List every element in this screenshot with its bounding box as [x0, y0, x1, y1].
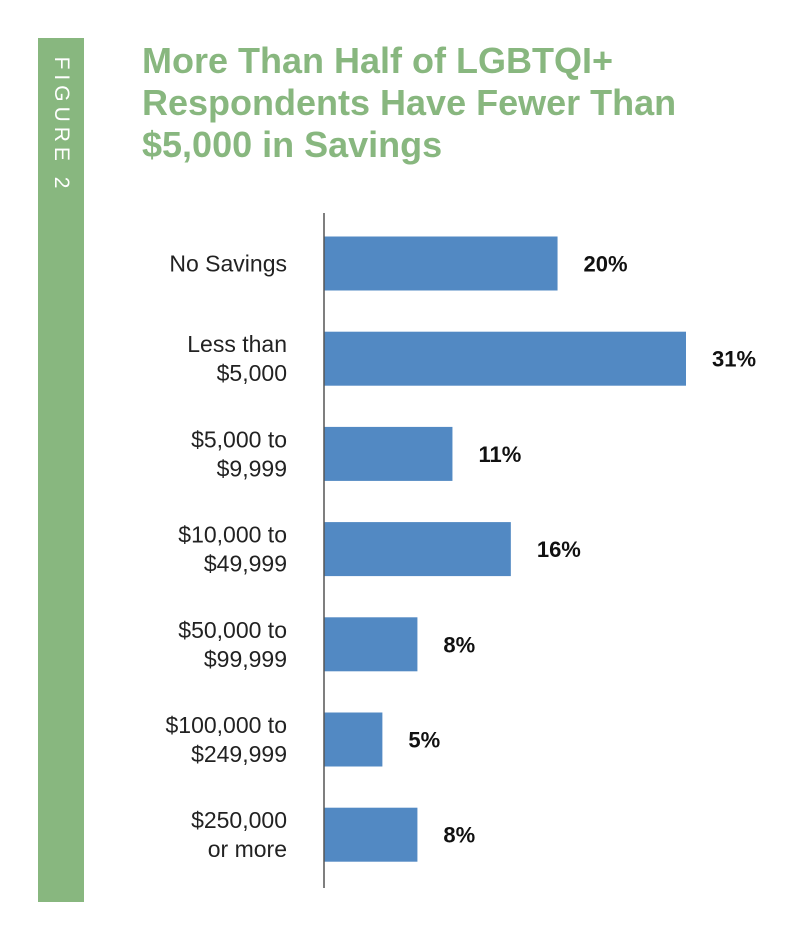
value-label: 8%: [443, 823, 475, 848]
category-label: $10,000 to: [178, 522, 287, 548]
value-label: 11%: [478, 442, 521, 467]
value-label: 31%: [712, 347, 756, 372]
bar: [324, 712, 383, 767]
chart-title-line: Respondents Have Fewer Than: [142, 82, 677, 123]
category-label: $249,999: [191, 741, 287, 767]
category-label: Less than: [187, 331, 287, 357]
category-label: $5,000: [217, 360, 287, 386]
figure-sidebar: [38, 38, 84, 902]
chart-title-line: $5,000 in Savings: [142, 124, 443, 165]
category-label: $49,999: [204, 551, 287, 577]
bar: [324, 236, 558, 291]
category-label: No Savings: [169, 251, 287, 277]
category-label: $9,999: [217, 455, 287, 481]
category-label: or more: [208, 836, 287, 862]
category-label: $250,000: [191, 807, 287, 833]
bar: [324, 522, 511, 577]
bar: [324, 617, 418, 672]
value-label: 5%: [408, 728, 440, 753]
chart-title-line: More Than Half of LGBTQI+: [142, 40, 614, 81]
bar: [324, 426, 453, 481]
bar: [324, 331, 686, 386]
category-label: $5,000 to: [191, 426, 287, 452]
category-label: $100,000 to: [165, 712, 287, 738]
value-label: 20%: [584, 252, 628, 277]
category-label: $99,999: [204, 646, 287, 672]
value-label: 8%: [443, 632, 475, 657]
value-label: 16%: [537, 537, 581, 562]
chart-title: More Than Half of LGBTQI+ Respondents Ha…: [142, 40, 742, 166]
category-label: $50,000 to: [178, 617, 287, 643]
bar: [324, 807, 418, 862]
